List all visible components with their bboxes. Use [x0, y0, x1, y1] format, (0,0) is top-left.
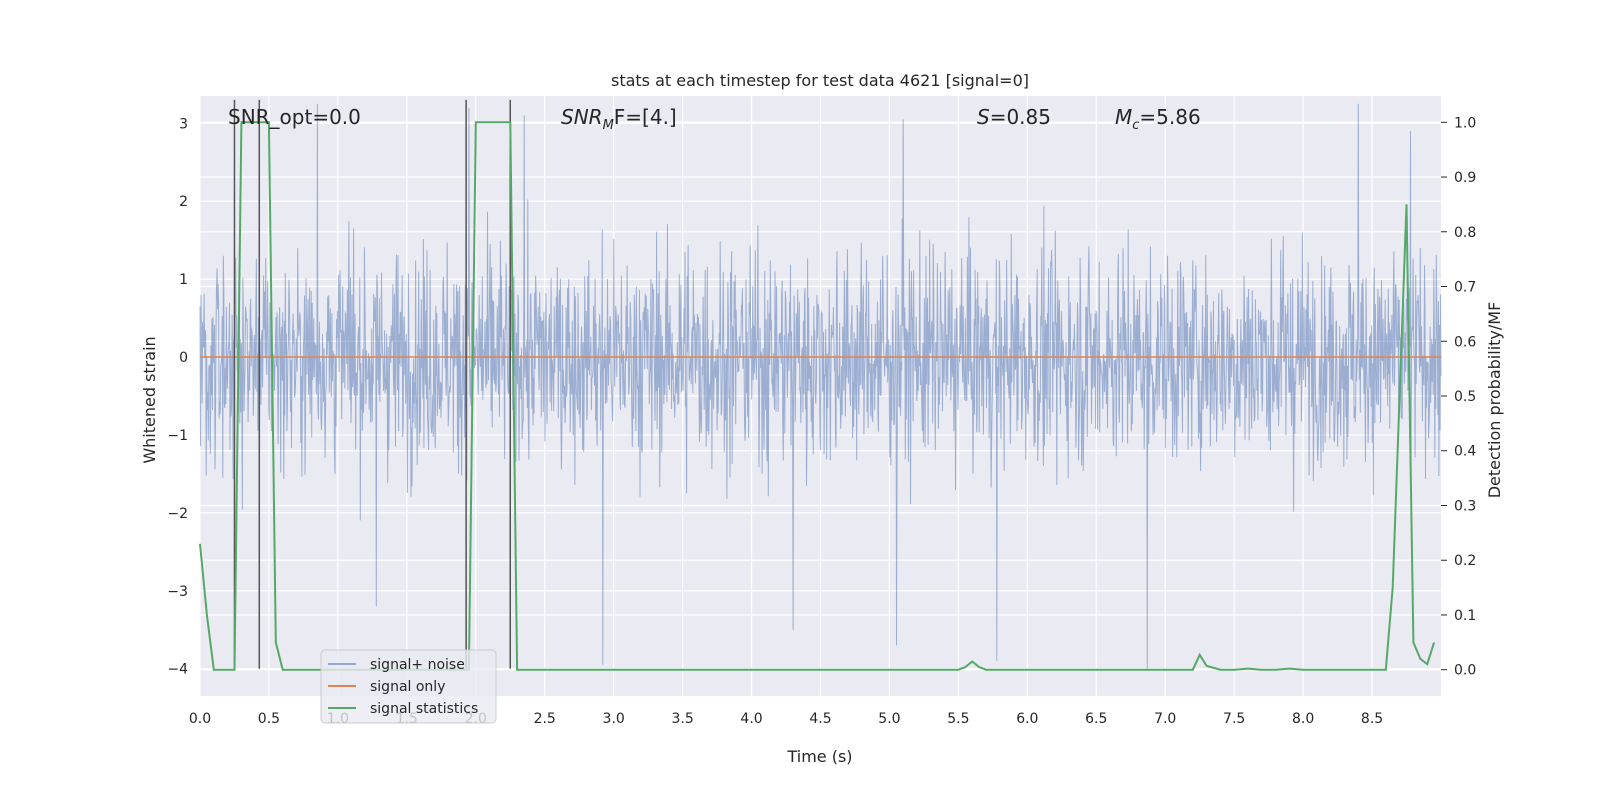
- y-tick-label: −1: [167, 428, 188, 444]
- y2-tick-label: 0.0: [1454, 663, 1476, 679]
- y2-tick-label: 0.9: [1454, 170, 1476, 186]
- y-tick-label: 1: [179, 272, 188, 288]
- y2-tick-labels: 1.0 0.9 0.8 0.7 0.6 0.5 0.4 0.3 0.2 0.1 0.0: [1441, 115, 1476, 679]
- x-tick-label: 0.0: [189, 711, 211, 727]
- y2-tick-label: 0.6: [1454, 334, 1476, 350]
- x-tick-label: 7.5: [1223, 711, 1245, 727]
- x-tick-label: 6.5: [1085, 711, 1107, 727]
- s-tail: =0.85: [990, 105, 1051, 129]
- y2-axis-label: Detection probability/MF: [1485, 302, 1504, 499]
- y-tick-label: −4: [167, 662, 188, 678]
- legend-label-signal-statistics: signal statistics: [370, 701, 478, 717]
- x-tick-label: 7.0: [1154, 711, 1176, 727]
- y2-tick-label: 0.4: [1454, 444, 1476, 460]
- y-tick-label: −3: [167, 584, 188, 600]
- y-tick-label: −2: [167, 506, 188, 522]
- y2-tick-label: 0.7: [1454, 280, 1476, 296]
- y2-tick-label: 0.1: [1454, 608, 1476, 624]
- y2-tick-label: 1.0: [1454, 115, 1476, 131]
- annotation-snr-mf: SNRMF=[4.]: [561, 105, 677, 133]
- y-tick-label: 2: [179, 194, 188, 210]
- legend: signal+ noise signal only signal statist…: [320, 649, 497, 724]
- mc-sub: c: [1132, 118, 1139, 133]
- signal-noise-series: [199, 103, 1442, 669]
- x-tick-label: 6.0: [1016, 711, 1038, 727]
- annotation-mc: Mc=5.86: [1115, 105, 1201, 133]
- annotation-snr-opt: SNR_opt=0.0: [228, 105, 361, 129]
- s-main: S: [977, 105, 990, 129]
- y2-tick-label: 0.3: [1454, 498, 1476, 514]
- y2-tick-label: 0.5: [1454, 389, 1476, 405]
- x-tick-label: 8.0: [1292, 711, 1314, 727]
- legend-label-signal-only: signal only: [370, 679, 445, 695]
- x-tick-label: 2.5: [534, 711, 556, 727]
- signal-statistics-series: [199, 121, 1436, 671]
- signal-noise-line: [199, 103, 1442, 669]
- x-tick-label: 4.5: [809, 711, 831, 727]
- x-tick-label: 5.5: [947, 711, 969, 727]
- legend-label-signal-noise: signal+ noise: [370, 657, 465, 673]
- x-tick-label: 3.5: [671, 711, 693, 727]
- snr-mf-tail: F=[4.]: [614, 105, 677, 129]
- signal-statistics-line: [199, 121, 1436, 671]
- snr-mf-sub: M: [603, 118, 614, 133]
- y2-tick-label: 0.2: [1454, 553, 1476, 569]
- chart-title: stats at each timestep for test data 462…: [611, 71, 1029, 90]
- annotation-s: S=0.85: [977, 105, 1051, 129]
- y2-tick-label: 0.8: [1454, 225, 1476, 241]
- mc-tail: =5.86: [1139, 105, 1200, 129]
- y-tick-labels: 3 2 1 0 −1 −2 −3 −4: [167, 116, 188, 677]
- x-tick-label: 3.0: [603, 711, 625, 727]
- x-tick-label: 4.0: [740, 711, 762, 727]
- x-tick-label: 5.0: [878, 711, 900, 727]
- legend-box: [320, 649, 497, 724]
- x-tick-label: 0.5: [258, 711, 280, 727]
- mc-main: M: [1115, 105, 1132, 129]
- y-axis-label: Whitened strain: [140, 336, 159, 463]
- y-tick-label: 3: [179, 116, 188, 132]
- x-tick-label: 8.5: [1361, 711, 1383, 727]
- snr-mf-main: SNR: [561, 105, 603, 129]
- y-tick-label: 0: [179, 350, 188, 366]
- x-axis-label: Time (s): [786, 747, 852, 766]
